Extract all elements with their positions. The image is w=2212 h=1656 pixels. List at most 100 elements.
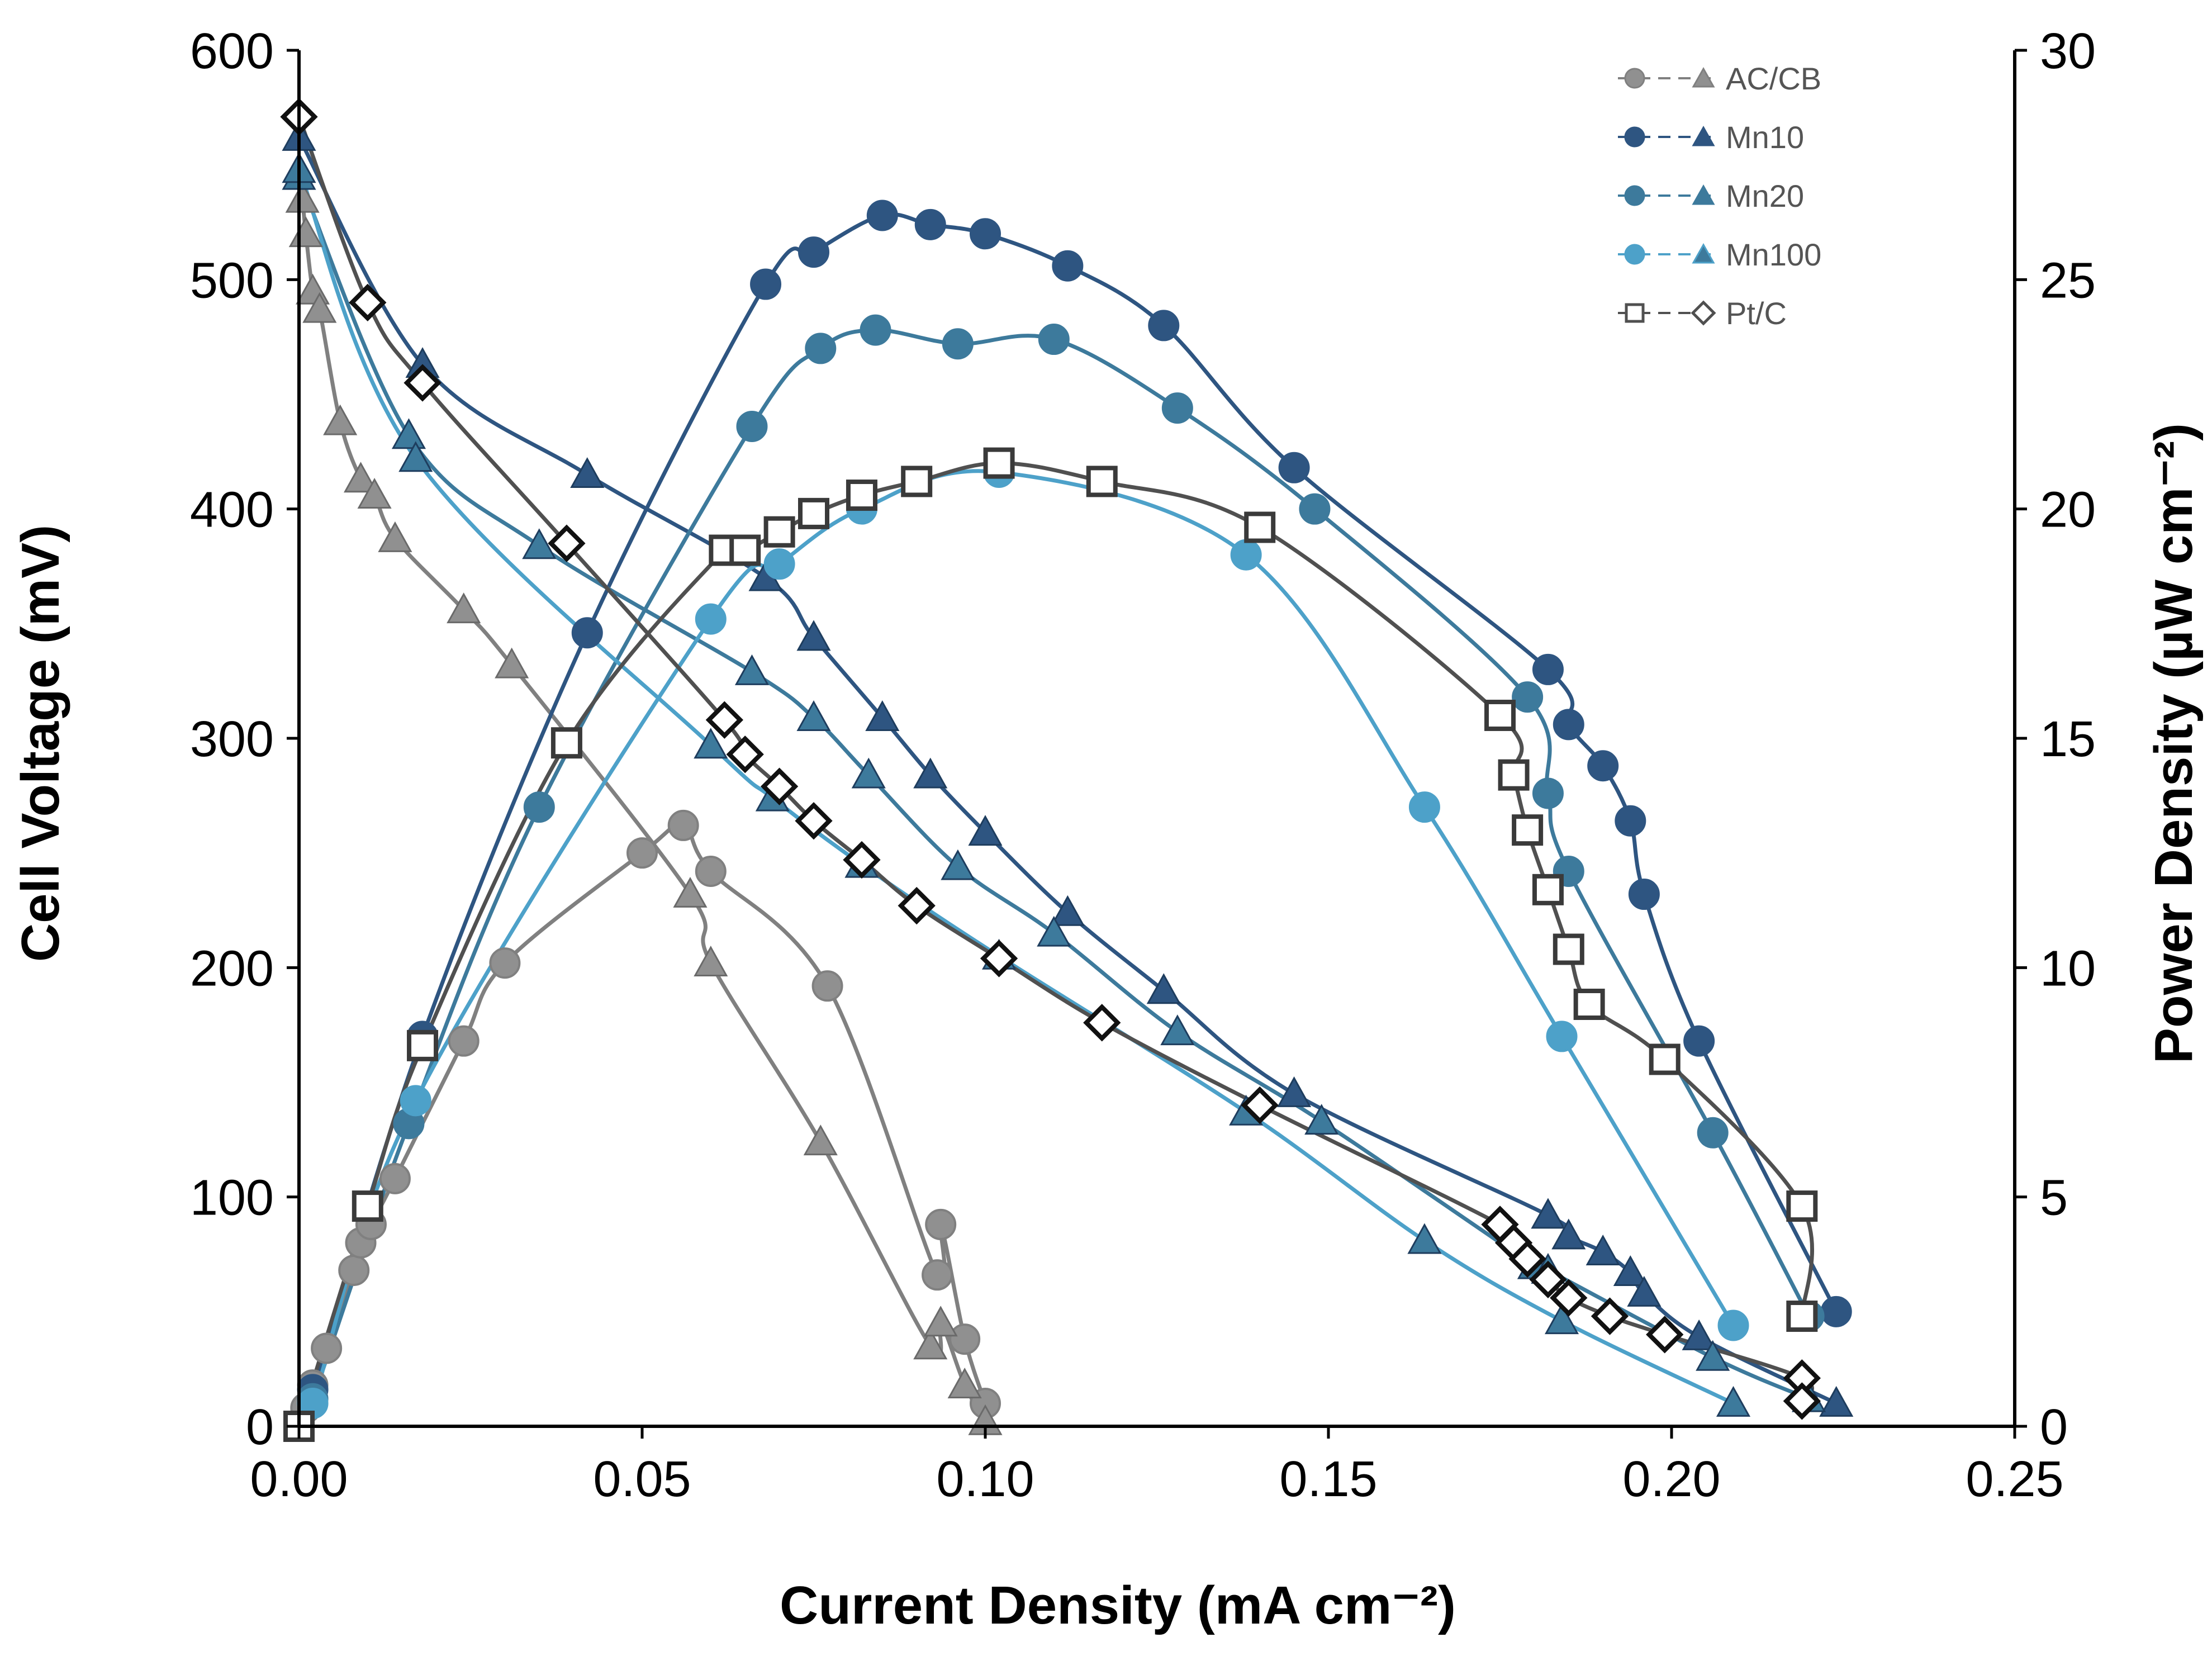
legend-label-mn100: Mn100 [1726, 237, 1821, 272]
mn10-power-point [1615, 805, 1646, 837]
mn10-power-point [1532, 653, 1564, 685]
y-axis-left-title: Cell Voltage (mV) [11, 525, 70, 962]
mn100-voltage-point [398, 441, 433, 472]
mn10-power-point [798, 236, 829, 268]
pt-c-power-point [1786, 1301, 1818, 1332]
pt-c-power-point [798, 497, 829, 529]
pt-c-voltage-point [726, 736, 764, 774]
series-layer [280, 98, 1854, 1442]
pt-c-voltage-point [404, 364, 442, 402]
mn10-voltage-point [796, 620, 831, 651]
ac-cb-power-point [448, 1025, 480, 1057]
y-right-tick-label: 20 [2040, 482, 2096, 538]
mn100-power-point [1408, 791, 1440, 823]
x-tick-label: 0.15 [1279, 1451, 1377, 1507]
ac-cb-voltage-point [923, 1306, 958, 1337]
pt-c-voltage-point [795, 802, 833, 840]
mn100-voltage-point [1407, 1223, 1442, 1254]
ac-cb-power-point [626, 837, 658, 869]
mn10-power-points [283, 200, 1852, 1442]
mn100-power-point [1230, 539, 1262, 571]
pt-c-voltage-point [1591, 1297, 1629, 1335]
y-right-tick-label: 5 [2040, 1170, 2068, 1226]
ac-cb-voltage-point [378, 521, 412, 552]
x-tick-label: 0.25 [1966, 1451, 2063, 1507]
mn10-voltage-point [1551, 1218, 1586, 1250]
mn100-power-point [400, 1085, 431, 1117]
mn10-voltage-point [1531, 1198, 1565, 1229]
pt-c-power-points [283, 447, 1818, 1442]
ac-cb-voltage-point [447, 592, 481, 624]
ac-cb-voltage-point [694, 946, 728, 977]
mn100-power-point [763, 548, 795, 580]
mn20-power-point [1512, 681, 1544, 713]
series-markers [280, 98, 1854, 1442]
legend-entry-mn20: Mn20 [1618, 178, 1804, 213]
mn20-power-point [860, 314, 891, 346]
pt-c-power-point [1086, 466, 1118, 497]
x-axis-title: Current Density (mA cm⁻²) [780, 1576, 1456, 1635]
ac-cb-power-point [489, 947, 521, 979]
y-left-tick-label: 0 [246, 1399, 274, 1455]
mn20-power-point [1038, 324, 1070, 355]
mn10-power-point [866, 200, 898, 231]
mn10-voltage-point [865, 700, 900, 731]
y-right-tick-label: 0 [2040, 1399, 2068, 1455]
ac-cb-voltage-point [343, 462, 378, 493]
pt-c-voltage-point [1646, 1316, 1684, 1354]
x-tick-label: 0.05 [593, 1451, 691, 1507]
mn20-power-line [297, 328, 1811, 1432]
mn100-voltage-point [1716, 1385, 1751, 1417]
pt-c-power-point [1649, 1043, 1681, 1075]
pt-c-power-line [297, 461, 1815, 1427]
y-left-tick-label: 300 [190, 711, 274, 767]
pt-c-power-point [1512, 814, 1544, 846]
mn20-power-point [523, 791, 555, 823]
pt-c-power-point [901, 466, 933, 497]
mn10-voltage-point [913, 757, 948, 789]
ac-cb-voltage-point [302, 292, 337, 323]
ac-cb-power-point [925, 1208, 957, 1240]
mn20-voltage-point [1037, 915, 1071, 947]
x-tick-label: 0.20 [1622, 1451, 1720, 1507]
pt-c-voltage-point [980, 939, 1018, 978]
mn10-power-point [571, 617, 603, 649]
y-right-tick-label: 10 [2040, 941, 2096, 997]
mn20-power-points [283, 314, 1825, 1442]
pt-c-voltage-point [1241, 1086, 1279, 1124]
mn100-voltage-point [694, 728, 728, 759]
mn20-power-point [736, 410, 768, 442]
legend-label-ac-cb: AC/CB [1726, 61, 1821, 96]
mn10-voltage-point [1819, 1385, 1854, 1417]
legend-entry-mn100: Mn100 [1618, 237, 1821, 272]
pt-c-voltage-point [1783, 1382, 1821, 1420]
y-left-tick-label: 600 [190, 23, 274, 79]
ac-cb-voltage-points [285, 182, 1003, 1435]
mn10-voltage-point [1277, 1076, 1312, 1107]
mn10-power-point [1820, 1296, 1852, 1327]
mn100-power-point [1546, 1021, 1578, 1052]
pt-c-power-point [729, 534, 761, 566]
ac-cb-power-point [379, 1162, 411, 1194]
ac-cb-power-point [311, 1332, 343, 1364]
pt-c-power-point [1786, 1190, 1818, 1222]
mn20-voltage-point [734, 654, 770, 685]
mn20-voltage-point [796, 700, 831, 731]
mn20-voltage-point [391, 418, 426, 449]
pt-c-power-point [352, 1190, 383, 1222]
mn10-voltage-point [570, 457, 605, 488]
mn20-power-point [1161, 392, 1193, 424]
mn100-power-point [1717, 1309, 1749, 1341]
pt-c-voltage-point [843, 841, 881, 879]
pt-c-voltage-point [349, 283, 387, 322]
pt-c-power-point [846, 480, 877, 511]
ac-cb-voltage-point [673, 876, 708, 908]
ac-cb-power-point [338, 1254, 370, 1286]
mn100-voltage-point [1544, 1303, 1579, 1335]
mn10-voltage-point [1586, 1235, 1620, 1266]
pt-c-power-point [1553, 933, 1584, 965]
pt-c-power-point [1498, 759, 1530, 791]
pt-c-voltage-point [898, 886, 936, 925]
mn100-power-point [695, 603, 727, 635]
